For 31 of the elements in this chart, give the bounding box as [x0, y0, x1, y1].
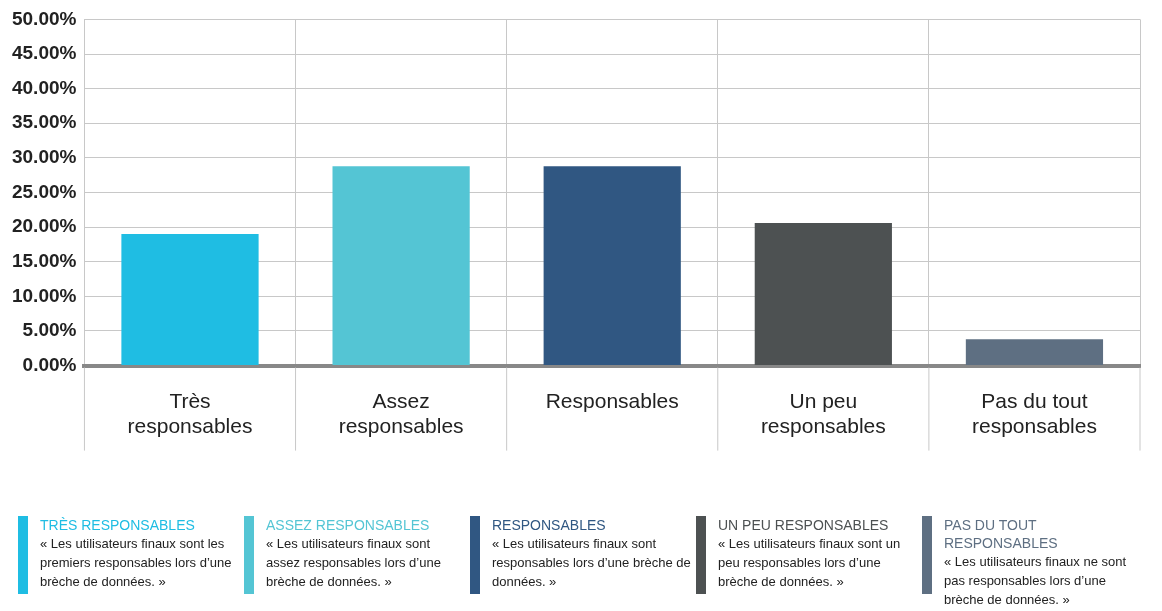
bar	[754, 222, 892, 366]
text: PAS DU TOUT RESPONSABLES	[944, 516, 1059, 552]
y-tick-label: 45.00%	[11, 42, 77, 64]
y-tick-label: 25.00%	[11, 180, 77, 202]
y-tick-label: 50.00%	[11, 7, 77, 29]
y-tick-label: 10.00%	[11, 284, 77, 306]
x-tick-label: Pas du tout responsables	[971, 389, 1097, 438]
y-tick-label: 5.00%	[22, 319, 77, 341]
text: « Les utilisateurs finaux sont les premiers responsables lors d’une brèche de données. »	[40, 535, 233, 591]
text: « Les utilisateurs finaux sont un peu responsables lors d’une brèche de données. »	[718, 535, 902, 591]
bar	[965, 339, 1104, 366]
bar	[543, 166, 681, 366]
y-tick-label: 0.00%	[22, 353, 77, 375]
x-tick-label: Responsables	[545, 389, 679, 412]
x-tick-label: Un peu responsables	[760, 389, 886, 438]
text: « Les utilisateurs finaux sont responsables lors d’une brèche de données. »	[492, 535, 692, 591]
y-tick-label: 20.00%	[11, 215, 77, 237]
text: RESPONSABLES	[492, 516, 607, 534]
y-tick-label: 40.00%	[11, 76, 77, 98]
bar	[332, 166, 470, 366]
text: UN PEU RESPONSABLES	[718, 516, 890, 534]
text: « Les utilisateurs finaux sont assez responsables lors d’une brèche de données. »	[266, 535, 442, 591]
y-tick-label: 15.00%	[11, 249, 77, 271]
y-tick-label: 35.00%	[11, 111, 77, 133]
text: ASSEZ RESPONSABLES	[266, 516, 431, 534]
y-tick-label: 30.00%	[11, 146, 77, 168]
text: TRÈS RESPONSABLES	[40, 516, 196, 534]
x-tick-label: Assez responsables	[338, 389, 464, 438]
x-tick-label: Très responsables	[127, 389, 253, 438]
text: « Les utilisateurs finaux ne sont pas responsables lors d’une brèche de données. »	[944, 553, 1128, 609]
bar	[121, 234, 259, 366]
